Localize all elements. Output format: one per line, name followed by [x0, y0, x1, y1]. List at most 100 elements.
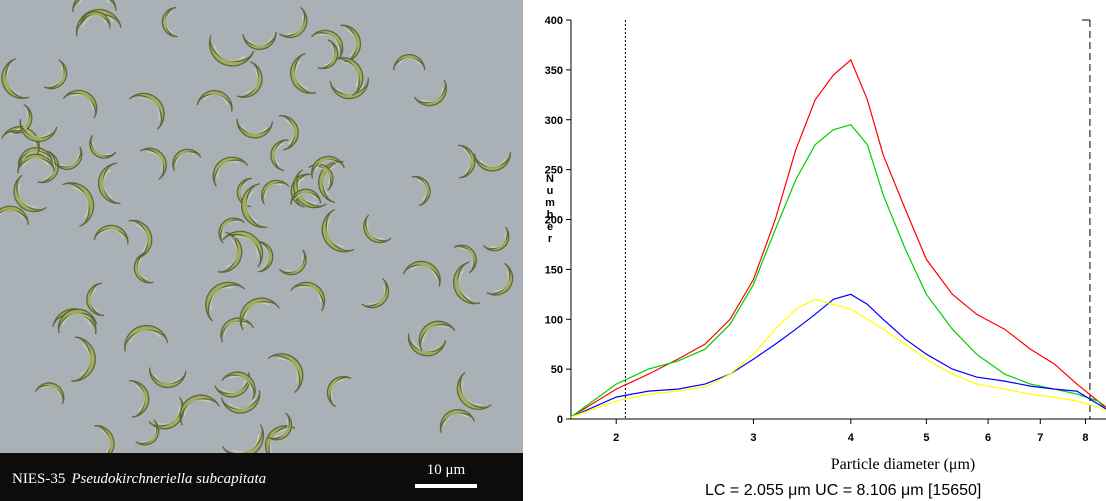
- algae-cell: [241, 183, 268, 228]
- limits-footer: LC = 2.055 μm UC = 8.106 μm [15650]: [705, 482, 981, 499]
- algae-cell: [62, 89, 98, 119]
- algae-cell: [329, 77, 369, 100]
- algae-cell: [93, 224, 129, 245]
- y-label-letter: u: [547, 185, 554, 197]
- algae-cell: [196, 90, 233, 112]
- algae-cell: [413, 79, 448, 107]
- x-tick-label: 4: [848, 432, 855, 444]
- y-tick-label: 100: [545, 314, 563, 326]
- algae-cell: [128, 380, 150, 418]
- y-label-letter: e: [547, 221, 553, 233]
- chart-axes: [570, 20, 1106, 420]
- x-axis-label: Particle diameter (μm): [831, 456, 976, 473]
- algae-cell: [124, 324, 169, 352]
- algae-cell: [267, 353, 304, 394]
- y-tick-label: 400: [545, 15, 563, 27]
- y-tick-label: 50: [551, 364, 563, 376]
- algae-cell: [483, 226, 510, 252]
- algae-cell: [128, 219, 153, 259]
- algae-cell: [260, 179, 290, 205]
- algae-cell: [402, 260, 441, 287]
- algae-cell: [257, 241, 274, 273]
- x-tick-label: 2: [613, 432, 619, 444]
- x-tick-label: 6: [985, 432, 991, 444]
- algae-cell: [128, 92, 165, 130]
- algae-cell: [270, 139, 289, 172]
- algae-cell: [453, 261, 481, 305]
- algae-cell: [133, 252, 154, 284]
- y-tick-label: 300: [545, 115, 563, 127]
- algae-cell: [218, 217, 245, 244]
- algae-cell: [326, 375, 352, 408]
- scale-bar: [415, 484, 477, 488]
- algae-cell: [458, 144, 476, 179]
- y-tick-label: 250: [545, 165, 563, 177]
- algae-cell: [321, 209, 355, 253]
- algae-cell: [149, 367, 187, 389]
- scale-bar-label: 10 μm: [426, 462, 466, 478]
- algae-cell: [407, 333, 447, 357]
- series-line-yellow: [570, 298, 1106, 418]
- algae-cell: [172, 148, 202, 171]
- algae-cell: [53, 146, 83, 170]
- algae-cell: [13, 174, 47, 213]
- algae-cell: [486, 262, 514, 296]
- algae-cell: [418, 320, 456, 351]
- algae-cell: [139, 147, 167, 180]
- algae-cell: [86, 282, 105, 317]
- y-tick-label: 0: [557, 414, 563, 426]
- algae-cell: [62, 182, 95, 228]
- algae-cell: [363, 214, 392, 244]
- algae-cell: [217, 231, 243, 273]
- algae-cell: [161, 6, 178, 38]
- algae-cell: [293, 169, 327, 209]
- algae-cell: [393, 54, 426, 71]
- algae-cell: [473, 152, 511, 172]
- series-line-blue: [570, 293, 1106, 418]
- y-label-letter: b: [547, 209, 554, 221]
- algae-cell: [1, 58, 30, 100]
- y-tick-label: 350: [545, 65, 563, 77]
- algae-cell: [214, 371, 251, 398]
- algae-cell: [212, 156, 249, 187]
- algae-cell: [290, 53, 317, 94]
- algae-cell: [43, 59, 68, 90]
- micrograph-panel: NIES-35 Pseudokirchneriella subcapitata 1…: [0, 0, 523, 501]
- x-tick-label: 3: [750, 432, 756, 444]
- y-axis-ticks: 0 50 100 150 200 250 300 350 400: [545, 15, 571, 426]
- x-tick-label: 5: [923, 432, 929, 444]
- y-label-letter: N: [546, 173, 554, 185]
- algae-cell: [439, 409, 476, 433]
- x-tick-label: 7: [1037, 432, 1043, 444]
- strain-id: NIES-35: [12, 471, 66, 487]
- algae-cell: [242, 31, 277, 51]
- algae-micrograph: [0, 0, 514, 464]
- data-series: [570, 58, 1106, 418]
- algae-cell: [17, 147, 54, 168]
- algae-cell: [75, 8, 122, 37]
- series-line-red: [570, 58, 1106, 418]
- species-name: Pseudokirchneriella subcapitata: [71, 471, 267, 487]
- series-line-green: [570, 124, 1106, 418]
- caption-bar: [0, 453, 523, 501]
- y-label-letter: r: [548, 233, 553, 245]
- algae-cell: [19, 119, 58, 143]
- algae-cell: [308, 163, 334, 192]
- algae-cell: [340, 24, 362, 63]
- algae-cell: [221, 424, 265, 459]
- algae-cell: [332, 57, 364, 96]
- algae-cell: [71, 336, 96, 382]
- algae-cell: [411, 175, 431, 207]
- algae-cell: [361, 277, 390, 309]
- algae-cell: [456, 371, 492, 410]
- algae-cell: [453, 244, 477, 274]
- algae-cell: [220, 317, 255, 343]
- algae-cell: [311, 155, 345, 179]
- algae-cell: [35, 382, 65, 405]
- y-tick-label: 150: [545, 264, 563, 276]
- x-tick-label: 8: [1082, 432, 1088, 444]
- x-axis-ticks: 2 3 4 5 6 7 8: [613, 419, 1089, 444]
